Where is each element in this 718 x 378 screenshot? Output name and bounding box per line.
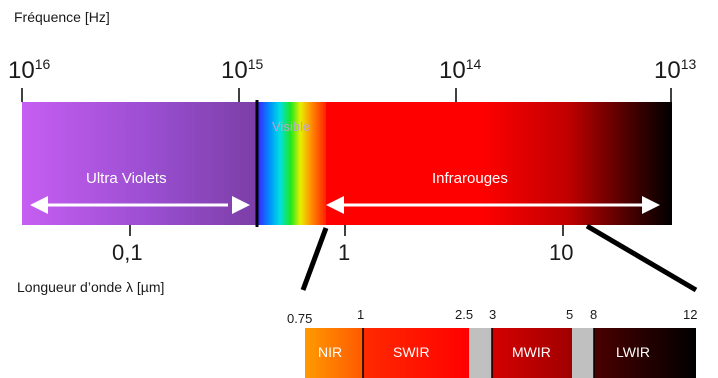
band-tick-label: 8 (590, 307, 598, 322)
wavelength-tick-label: 10 (549, 240, 574, 265)
visible-band (257, 102, 327, 225)
band-label-nir: NIR (318, 344, 343, 360)
band-tick-label: 12 (683, 307, 698, 322)
gap-2-5-3 (469, 328, 492, 378)
band-label-lwir: LWIR (616, 344, 650, 360)
infrared-band (326, 102, 672, 225)
band-tick-label: 3 (489, 307, 497, 322)
band-nir (305, 328, 363, 378)
band-tick-label: 5 (566, 307, 574, 322)
freq-tick-label: 1016 (8, 56, 51, 84)
band-label-swir: SWIR (393, 344, 430, 360)
wavelength-tick-label: 0,1 (112, 240, 143, 265)
ir-label: Infrarouges (432, 170, 508, 187)
zoom-line-right (585, 223, 698, 293)
gap-5-8 (572, 328, 594, 378)
uv-range-arrow (30, 196, 250, 214)
freq-tick-label: 1014 (439, 56, 482, 84)
ir-range-arrow (326, 196, 660, 214)
band-lwir (594, 328, 696, 378)
visible-label: Visible (272, 119, 311, 134)
uv-band (22, 102, 258, 225)
uv-label: Ultra Violets (86, 170, 167, 187)
band-mwir (492, 328, 572, 378)
freq-tick-label: 1013 (654, 56, 697, 84)
band-swir (363, 328, 469, 378)
band-label-mwir: MWIR (512, 344, 551, 360)
zoom-line-left (300, 227, 329, 291)
wavelength-tick-label: 1 (338, 240, 351, 265)
frequency-axis-label: Fréquence [Hz] (14, 9, 110, 25)
wavelength-axis-label: Longueur d’onde λ [µm] (17, 279, 165, 295)
band-tick-label: 2.5 (455, 307, 474, 322)
band-tick-label: 1 (357, 307, 365, 322)
freq-tick-label: 1015 (221, 56, 264, 84)
band-tick-label: 0.75 (287, 311, 313, 326)
